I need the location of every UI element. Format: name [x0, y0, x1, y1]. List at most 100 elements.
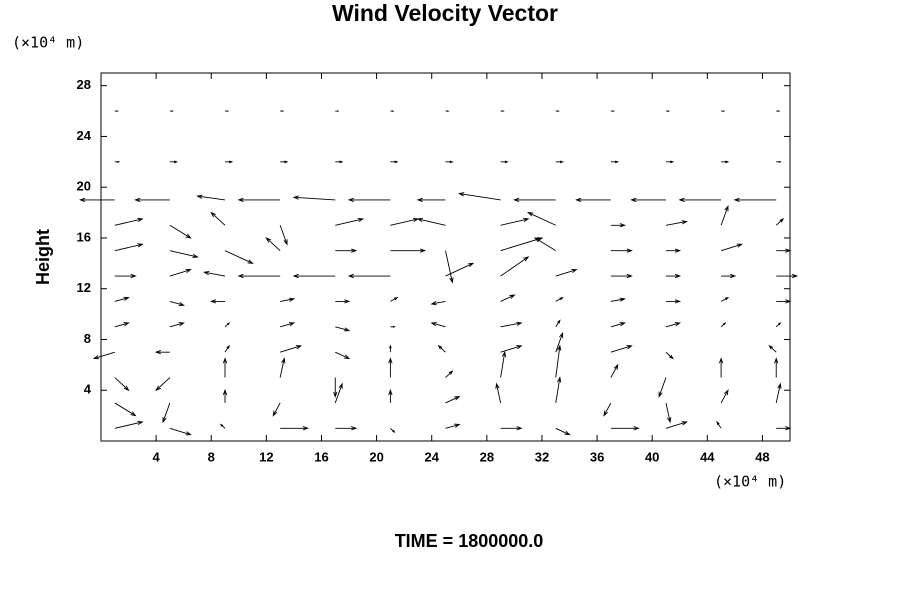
- y-unit: (×10⁴ m): [12, 34, 84, 52]
- x-unit: (×10⁴ m): [714, 473, 786, 491]
- wind-arrow: [768, 344, 777, 353]
- wind-arrow: [335, 248, 358, 253]
- wind-arrow: [610, 426, 640, 431]
- y-tick-label: 4: [84, 382, 92, 397]
- wind-arrow: [500, 237, 544, 252]
- wind-arrow: [555, 296, 564, 302]
- wind-arrow: [775, 218, 785, 226]
- wind-arrow: [224, 344, 230, 353]
- wind-arrow: [555, 160, 564, 164]
- wind-arrow: [720, 243, 744, 252]
- wind-arrow: [776, 160, 782, 163]
- wind-arrow: [495, 382, 502, 404]
- wind-arrow: [390, 110, 395, 112]
- wind-arrow: [533, 237, 556, 252]
- wind-arrow: [665, 220, 688, 226]
- wind-arrow: [630, 197, 666, 203]
- wind-arrow: [775, 322, 782, 328]
- wind-arrow: [665, 299, 682, 304]
- wind-arrow: [610, 297, 626, 302]
- wind-arrow: [155, 377, 171, 392]
- wind-arrow: [720, 389, 729, 404]
- wind-arrow: [335, 217, 365, 226]
- wind-arrow: [555, 331, 564, 353]
- y-tick-label: 8: [84, 331, 91, 346]
- wind-arrow: [335, 326, 351, 332]
- wind-arrow: [610, 223, 626, 228]
- x-tick-label: 40: [645, 449, 659, 464]
- wind-arrow: [390, 325, 396, 328]
- wind-arrow: [555, 110, 560, 112]
- wind-arrow: [416, 217, 446, 226]
- wind-arrow: [279, 225, 288, 246]
- wind-arrow: [114, 243, 144, 252]
- wind-arrow: [500, 426, 523, 431]
- wind-arrow: [390, 296, 399, 302]
- wind-arrow: [169, 160, 179, 164]
- wind-arrow: [665, 322, 682, 328]
- wind-arrow: [279, 357, 286, 378]
- wind-arrow: [154, 350, 170, 355]
- wind-arrow: [347, 197, 391, 203]
- wind-arrow: [500, 350, 507, 378]
- wind-arrow: [209, 299, 226, 304]
- wind-arrow: [169, 110, 174, 112]
- wind-arrow: [390, 217, 420, 226]
- wind-arrow: [500, 110, 505, 112]
- wind-arrow: [721, 110, 726, 112]
- wind-arrow: [610, 322, 626, 328]
- wind-arrow: [114, 420, 144, 429]
- wind-arrow: [335, 299, 351, 304]
- wind-arrow: [445, 250, 454, 284]
- wind-arrow: [335, 110, 340, 112]
- wind-arrow: [733, 197, 777, 203]
- wind-arrow: [721, 160, 730, 164]
- wind-arrow: [114, 296, 130, 302]
- wind-arrow: [333, 377, 338, 398]
- wind-arrow: [237, 197, 281, 203]
- y-axis-label: Height: [33, 229, 53, 285]
- x-tick-label: 24: [424, 449, 439, 464]
- wind-arrow: [665, 421, 688, 429]
- wind-arrow: [445, 110, 450, 112]
- wind-arrow: [169, 250, 199, 259]
- wind-arrow: [335, 426, 358, 431]
- wind-arrow: [610, 273, 633, 279]
- wind-arrow: [665, 402, 672, 424]
- wind-arrow: [776, 110, 781, 112]
- plot-frame: [100, 72, 791, 442]
- wind-arrow: [603, 402, 612, 417]
- wind-arrow: [280, 345, 303, 353]
- wind-arrow: [445, 160, 454, 164]
- wind-arrow: [79, 197, 115, 203]
- wind-arrow: [720, 322, 727, 328]
- wind-arrow: [237, 273, 281, 279]
- x-tick-label: 12: [259, 449, 273, 464]
- wind-arrow: [347, 273, 391, 279]
- wind-arrow: [721, 273, 737, 279]
- wind-arrow: [169, 268, 192, 277]
- wind-arrow: [610, 345, 633, 353]
- wind-arrow: [222, 357, 228, 378]
- wind-arrow: [430, 300, 446, 306]
- wind-arrow: [776, 248, 792, 253]
- wind-arrow: [430, 322, 446, 328]
- wind-arrow: [678, 197, 722, 203]
- footer: TIME = 1800000.0: [395, 531, 544, 551]
- wind-arrow: [555, 319, 561, 328]
- wind-arrow: [196, 194, 226, 201]
- wind-arrow: [776, 426, 792, 431]
- y-tick-label: 16: [77, 229, 91, 244]
- wind-arrow: [776, 299, 792, 304]
- wind-arrow: [658, 377, 667, 398]
- wind-arrow: [224, 250, 254, 264]
- x-tick-label: 20: [369, 449, 383, 464]
- wind-arrow: [720, 296, 730, 302]
- wind-arrow: [720, 204, 729, 226]
- wind-arrow: [169, 300, 185, 307]
- x-tick-label: 16: [314, 449, 328, 464]
- wind-arrow: [445, 396, 461, 404]
- wind-arrow: [555, 376, 562, 404]
- wind-arrow: [665, 110, 671, 112]
- wind-arrow: [114, 217, 144, 226]
